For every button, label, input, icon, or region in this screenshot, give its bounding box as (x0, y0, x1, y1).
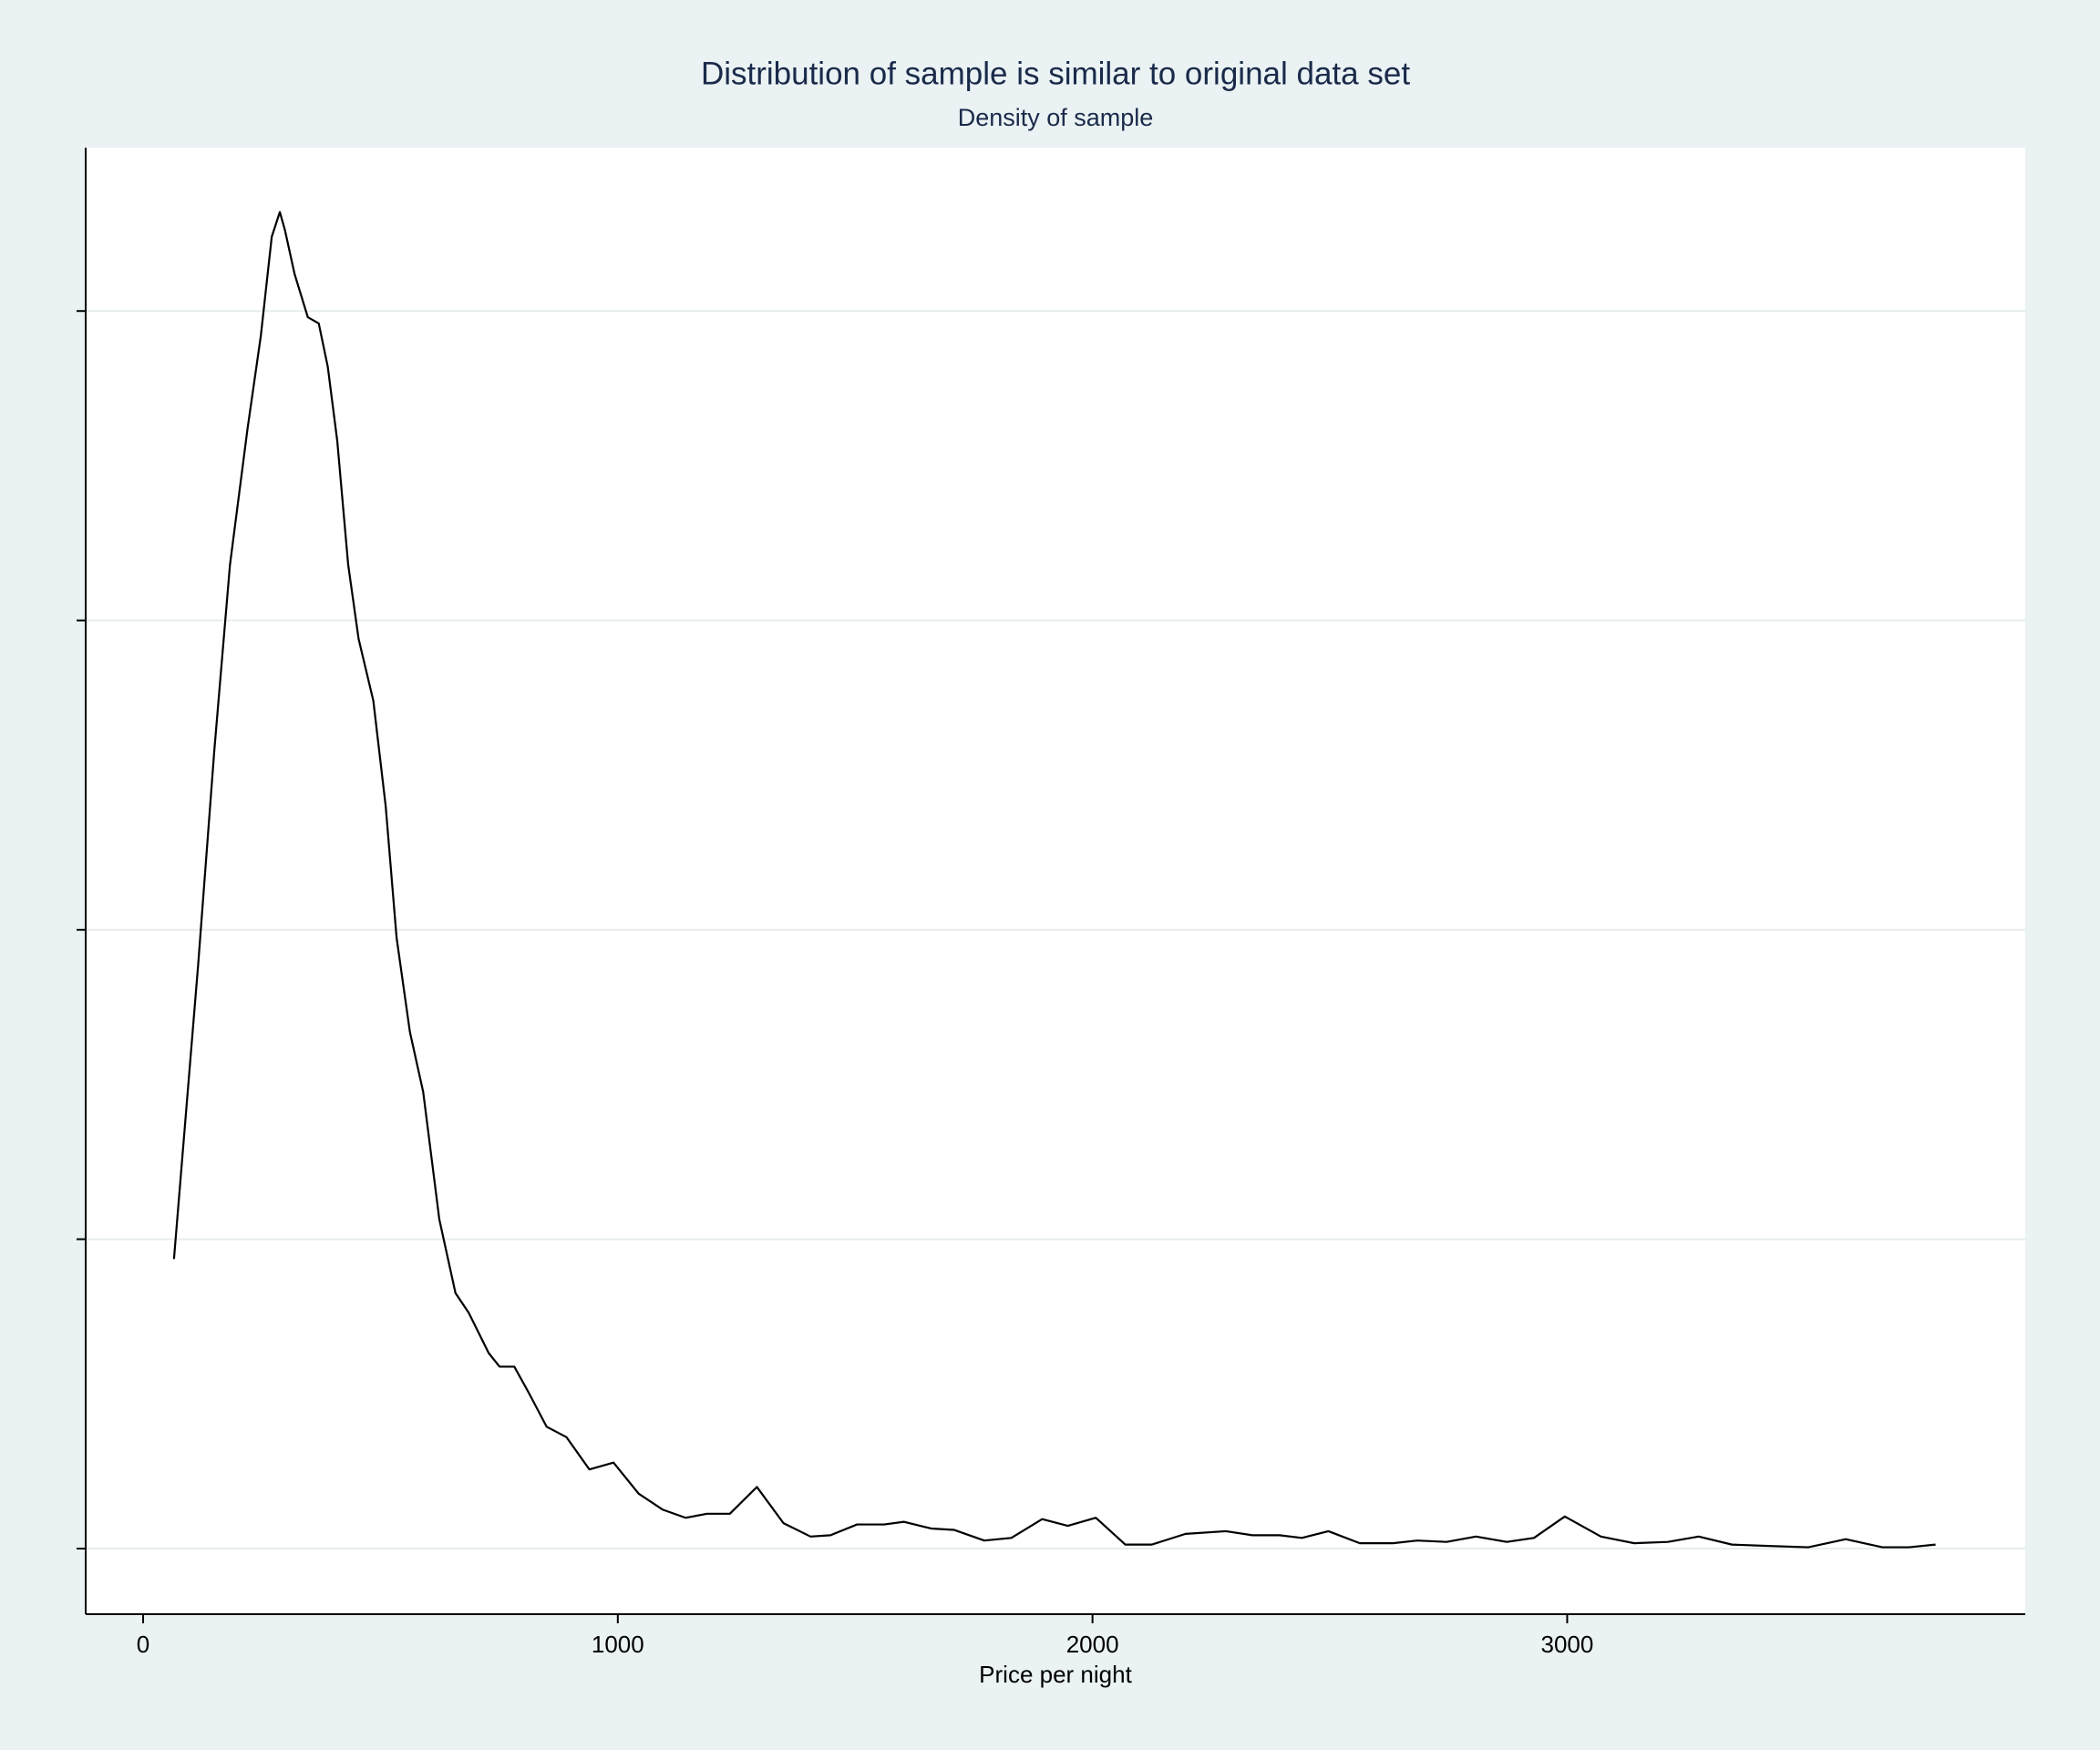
x-axis-title: Price per night (979, 1661, 1132, 1688)
x-tick-label: 0 (137, 1631, 149, 1658)
x-tick-label: 2000 (1066, 1631, 1119, 1658)
chart-title: Distribution of sample is similar to ori… (701, 56, 1410, 91)
x-tick-label: 3000 (1541, 1631, 1594, 1658)
x-tick-label: 1000 (592, 1631, 644, 1658)
plot-area (86, 148, 2025, 1614)
density-line (172, 211, 1936, 1549)
chart-subtitle: Density of sample (958, 104, 1154, 131)
